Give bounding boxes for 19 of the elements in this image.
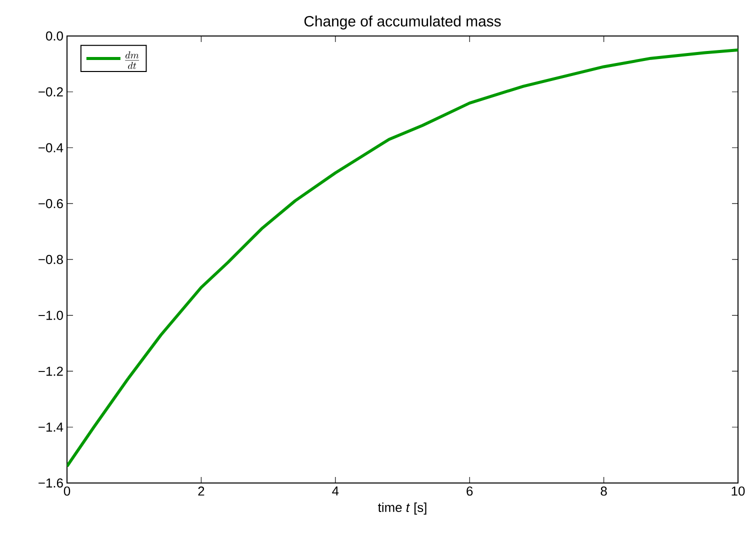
x-tick-label: 0 [64,486,70,496]
x-axis-title: time t [s] [378,502,426,515]
y-tick-label: −1.2 [38,366,63,376]
x-tick-label: 4 [332,486,339,496]
y-tick-label: −0.4 [38,143,64,152]
x-tick-label: 6 [466,486,473,496]
x-tick-label: 2 [198,486,204,496]
y-tick-label: −0.6 [38,199,63,208]
x-tick-label: 8 [600,486,607,496]
legend-label: $\frac{dm}{dt}$ [125,51,140,70]
y-tick-label: 0.0 [46,31,63,41]
y-tick-label: −1.0 [38,310,63,320]
line-series [67,48,738,468]
y-tick-label: −0.8 [38,254,63,264]
x-tick-label: 10 [732,486,745,496]
y-tick-label: −1.4 [38,422,64,432]
chart-title: Change of accumulated mass [304,16,501,30]
y-tick-label: −1.6 [38,478,63,488]
y-tick-label: −0.2 [38,87,63,96]
